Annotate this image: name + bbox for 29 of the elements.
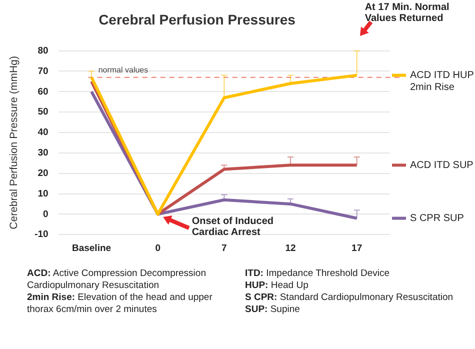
text: 2min Rise: Elevation of the head and upper thorax 6cm/min over 2 minutes [27, 292, 214, 316]
y-tick-label: -10 [34, 229, 48, 240]
legend-label: S CPR SUP [410, 213, 464, 224]
x-tick-label: 12 [285, 242, 296, 254]
y-axis-title: Cerebral Perfusion Pressure (mmHg) [8, 56, 20, 230]
x-tick-label: 17 [352, 242, 362, 254]
y-tick-label: 20 [38, 168, 48, 179]
x-tick-label: 7 [222, 242, 227, 254]
legend-label: ACD ITD SUP [410, 160, 474, 171]
text: HUP: Head Up [245, 280, 310, 292]
y-tick-label: 30 [38, 148, 48, 159]
annotation: Onset of Induced Cardiac Arrest [192, 216, 274, 238]
text: ITD: Impedance Threshold Device [245, 268, 391, 280]
text: ACD: Active Compression Decompression Cardiopulmonary Resuscitation [27, 268, 207, 292]
y-tick-label: 50 [38, 106, 48, 118]
y-tick-label: 60 [38, 86, 48, 98]
text: SUP: Supine [245, 304, 301, 316]
x-tick-label: 0 [155, 242, 160, 254]
x-tick-label: Baseline [72, 242, 112, 254]
y-tick-label: 80 [38, 45, 48, 56]
y-tick-label: 70 [38, 66, 48, 77]
y-tick-label: 0 [43, 208, 48, 220]
chart-title: Cerebral Perfusion Pressures [98, 11, 296, 28]
y-tick-label: 40 [38, 127, 48, 138]
legend-label: ACD ITD HUP 2min Rise [410, 70, 474, 94]
text: S CPR: Standard Cardiopulmonary Resuscitation [245, 292, 454, 304]
y-tick-label: 10 [38, 188, 48, 200]
text: At 17 Min. Normal Values Returned [364, 2, 450, 24]
ref-line-label: normal values [98, 66, 148, 75]
